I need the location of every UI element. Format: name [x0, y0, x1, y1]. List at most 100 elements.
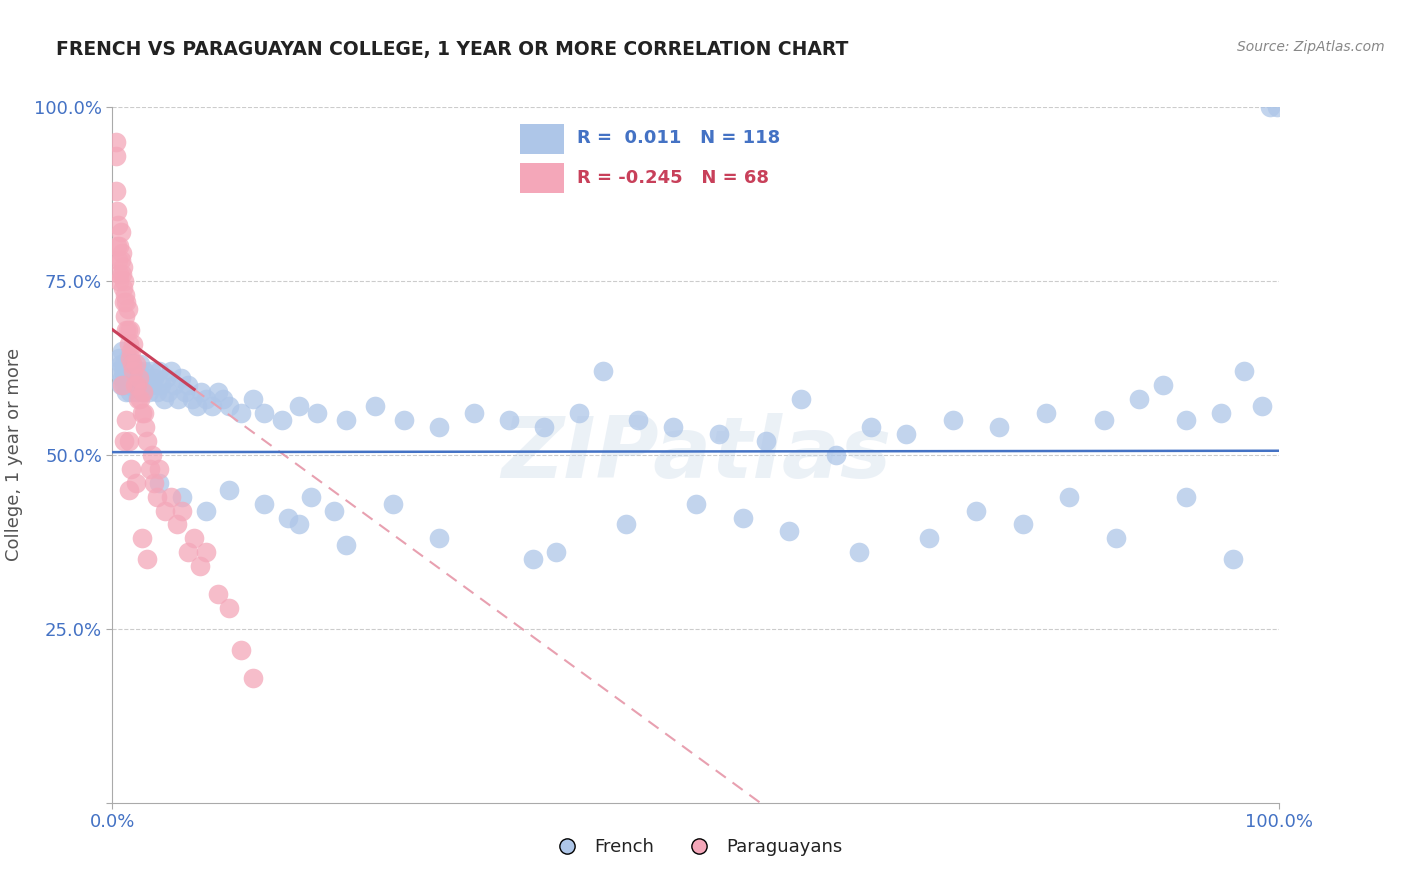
Point: [118, 351, 141, 365]
Point: [131, 532, 153, 546]
Point: [194, 503, 217, 517]
Point: [124, 378, 146, 392]
Point: [305, 406, 328, 420]
Point: [218, 601, 240, 615]
Point: [160, 490, 183, 504]
Point: [117, 378, 139, 392]
Text: FRENCH VS PARAGUAYAN COLLEGE, 1 YEAR OR MORE CORRELATION CHART: FRENCH VS PARAGUAYAN COLLEGE, 1 YEAR OR …: [56, 40, 849, 59]
Point: [114, 371, 136, 385]
Point: [229, 642, 252, 657]
Point: [166, 517, 188, 532]
Point: [190, 385, 212, 400]
Point: [115, 364, 138, 378]
Point: [117, 351, 139, 365]
Point: [1011, 517, 1033, 532]
Point: [180, 392, 202, 407]
Point: [115, 323, 138, 337]
Point: [323, 503, 346, 517]
Point: [131, 371, 153, 385]
Point: [143, 371, 166, 385]
Point: [122, 378, 145, 392]
Point: [364, 399, 387, 413]
Point: [427, 420, 450, 434]
Point: [183, 532, 205, 546]
Point: [173, 385, 195, 400]
Point: [848, 545, 870, 559]
Point: [201, 399, 224, 413]
FancyBboxPatch shape: [520, 124, 564, 153]
Point: [166, 392, 188, 407]
Point: [381, 497, 404, 511]
Point: [118, 358, 141, 372]
Point: [128, 371, 150, 385]
Point: [111, 371, 134, 385]
Point: [110, 378, 132, 392]
Point: [136, 552, 159, 566]
Point: [118, 371, 141, 385]
Point: [111, 260, 134, 274]
Point: [134, 378, 156, 392]
Point: [122, 336, 145, 351]
Point: [270, 413, 292, 427]
Point: [104, 184, 127, 198]
Point: [134, 420, 156, 434]
Point: [120, 462, 142, 476]
Point: [111, 281, 134, 295]
Y-axis label: College, 1 year or more: College, 1 year or more: [6, 349, 22, 561]
Point: [104, 135, 127, 149]
Point: [124, 364, 146, 378]
Point: [127, 392, 149, 407]
Point: [117, 323, 139, 337]
Point: [112, 358, 135, 372]
Point: [1175, 490, 1198, 504]
Point: [132, 385, 155, 400]
Point: [136, 371, 159, 385]
Point: [568, 406, 591, 420]
Point: [1094, 413, 1116, 427]
Point: [218, 399, 240, 413]
Text: R =  0.011   N = 118: R = 0.011 N = 118: [576, 128, 780, 146]
Point: [132, 385, 155, 400]
Point: [138, 385, 160, 400]
Point: [172, 490, 194, 504]
Point: [918, 532, 941, 546]
Point: [110, 253, 132, 268]
Point: [146, 385, 169, 400]
Point: [1105, 532, 1128, 546]
Text: ZIPatlas: ZIPatlas: [501, 413, 891, 497]
Point: [661, 420, 683, 434]
Point: [129, 392, 152, 407]
Point: [118, 434, 141, 448]
Point: [141, 378, 163, 392]
Point: [218, 483, 240, 497]
Point: [129, 358, 152, 372]
Point: [111, 364, 134, 378]
Point: [112, 378, 135, 392]
Point: [1035, 406, 1057, 420]
Point: [150, 378, 173, 392]
Point: [685, 497, 707, 511]
Point: [105, 204, 128, 219]
Point: [108, 239, 131, 253]
Point: [207, 587, 229, 601]
Legend: French, Paraguayans: French, Paraguayans: [541, 831, 851, 863]
Point: [894, 427, 917, 442]
Point: [988, 420, 1011, 434]
Point: [148, 475, 170, 490]
Point: [288, 399, 311, 413]
Point: [299, 490, 322, 504]
Point: [207, 385, 229, 400]
Point: [112, 294, 135, 309]
Point: [160, 364, 183, 378]
Point: [112, 274, 135, 288]
Point: [825, 448, 848, 462]
Text: R = -0.245   N = 68: R = -0.245 N = 68: [576, 169, 769, 187]
Point: [108, 267, 131, 281]
Point: [110, 358, 132, 372]
Point: [177, 545, 200, 559]
Point: [122, 364, 145, 378]
Point: [242, 671, 264, 685]
Point: [942, 413, 965, 427]
Point: [522, 552, 544, 566]
Point: [118, 364, 141, 378]
